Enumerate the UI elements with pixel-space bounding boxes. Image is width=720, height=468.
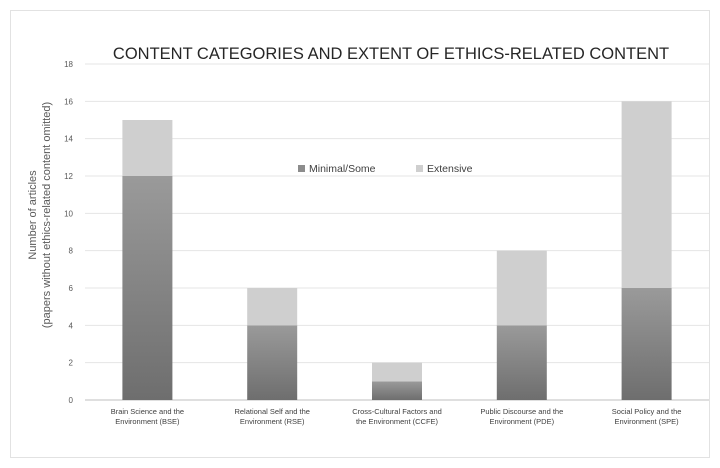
x-category-label: Social Policy and the <box>612 407 682 416</box>
y-tick-label: 14 <box>64 135 73 144</box>
bar-segment <box>122 176 173 400</box>
bar-segment <box>621 101 672 288</box>
legend-swatch <box>416 165 423 172</box>
y-tick-label: 0 <box>69 396 74 405</box>
y-axis-ticks: 0 2 4 6 8 10 12 14 16 18 <box>64 60 73 405</box>
bar-segment <box>621 288 672 400</box>
legend: Minimal/Some Extensive <box>298 163 473 175</box>
bar-segment <box>122 120 173 176</box>
chart-title: CONTENT CATEGORIES AND EXTENT OF ETHICS-… <box>113 45 669 63</box>
y-tick-label: 2 <box>69 359 74 368</box>
y-tick-label: 10 <box>64 209 73 218</box>
bar-segment <box>372 362 422 382</box>
x-category-label: the Environment (CCFE) <box>356 417 439 426</box>
bar-segment <box>247 325 298 400</box>
bar-segment <box>496 250 547 326</box>
chart: CONTENT CATEGORIES AND EXTENT OF ETHICS-… <box>27 45 709 426</box>
x-category-label: Environment (RSE) <box>240 417 305 426</box>
x-category-label: Environment (PDE) <box>489 417 554 426</box>
bar-segment <box>247 288 298 326</box>
legend-label: Extensive <box>427 163 473 175</box>
legend-label: Minimal/Some <box>309 163 376 175</box>
y-tick-label: 4 <box>69 321 74 330</box>
y-tick-label: 16 <box>64 97 73 106</box>
x-category-label: Brain Science and the <box>111 407 184 416</box>
y-tick-label: 6 <box>69 284 74 293</box>
x-category-label: Cross-Cultural Factors and <box>352 407 442 416</box>
x-category-label: Relational Self and the <box>234 407 309 416</box>
chart-frame: CONTENT CATEGORIES AND EXTENT OF ETHICS-… <box>10 10 710 458</box>
y-axis-label-line1: Number of articles <box>27 170 39 260</box>
y-tick-label: 18 <box>64 60 73 69</box>
bars <box>122 101 672 400</box>
y-tick-label: 12 <box>64 172 73 181</box>
x-category-label: Environment (BSE) <box>115 417 180 426</box>
x-category-label: Public Discourse and the <box>480 407 563 416</box>
y-axis-label-line2: (papers without ethics-related content o… <box>41 102 53 328</box>
bar-segment <box>372 381 422 400</box>
gridlines <box>85 63 709 401</box>
legend-swatch <box>298 165 305 172</box>
x-category-label: Environment (SPE) <box>614 417 679 426</box>
bar-segment <box>496 325 547 400</box>
y-tick-label: 8 <box>69 247 74 256</box>
